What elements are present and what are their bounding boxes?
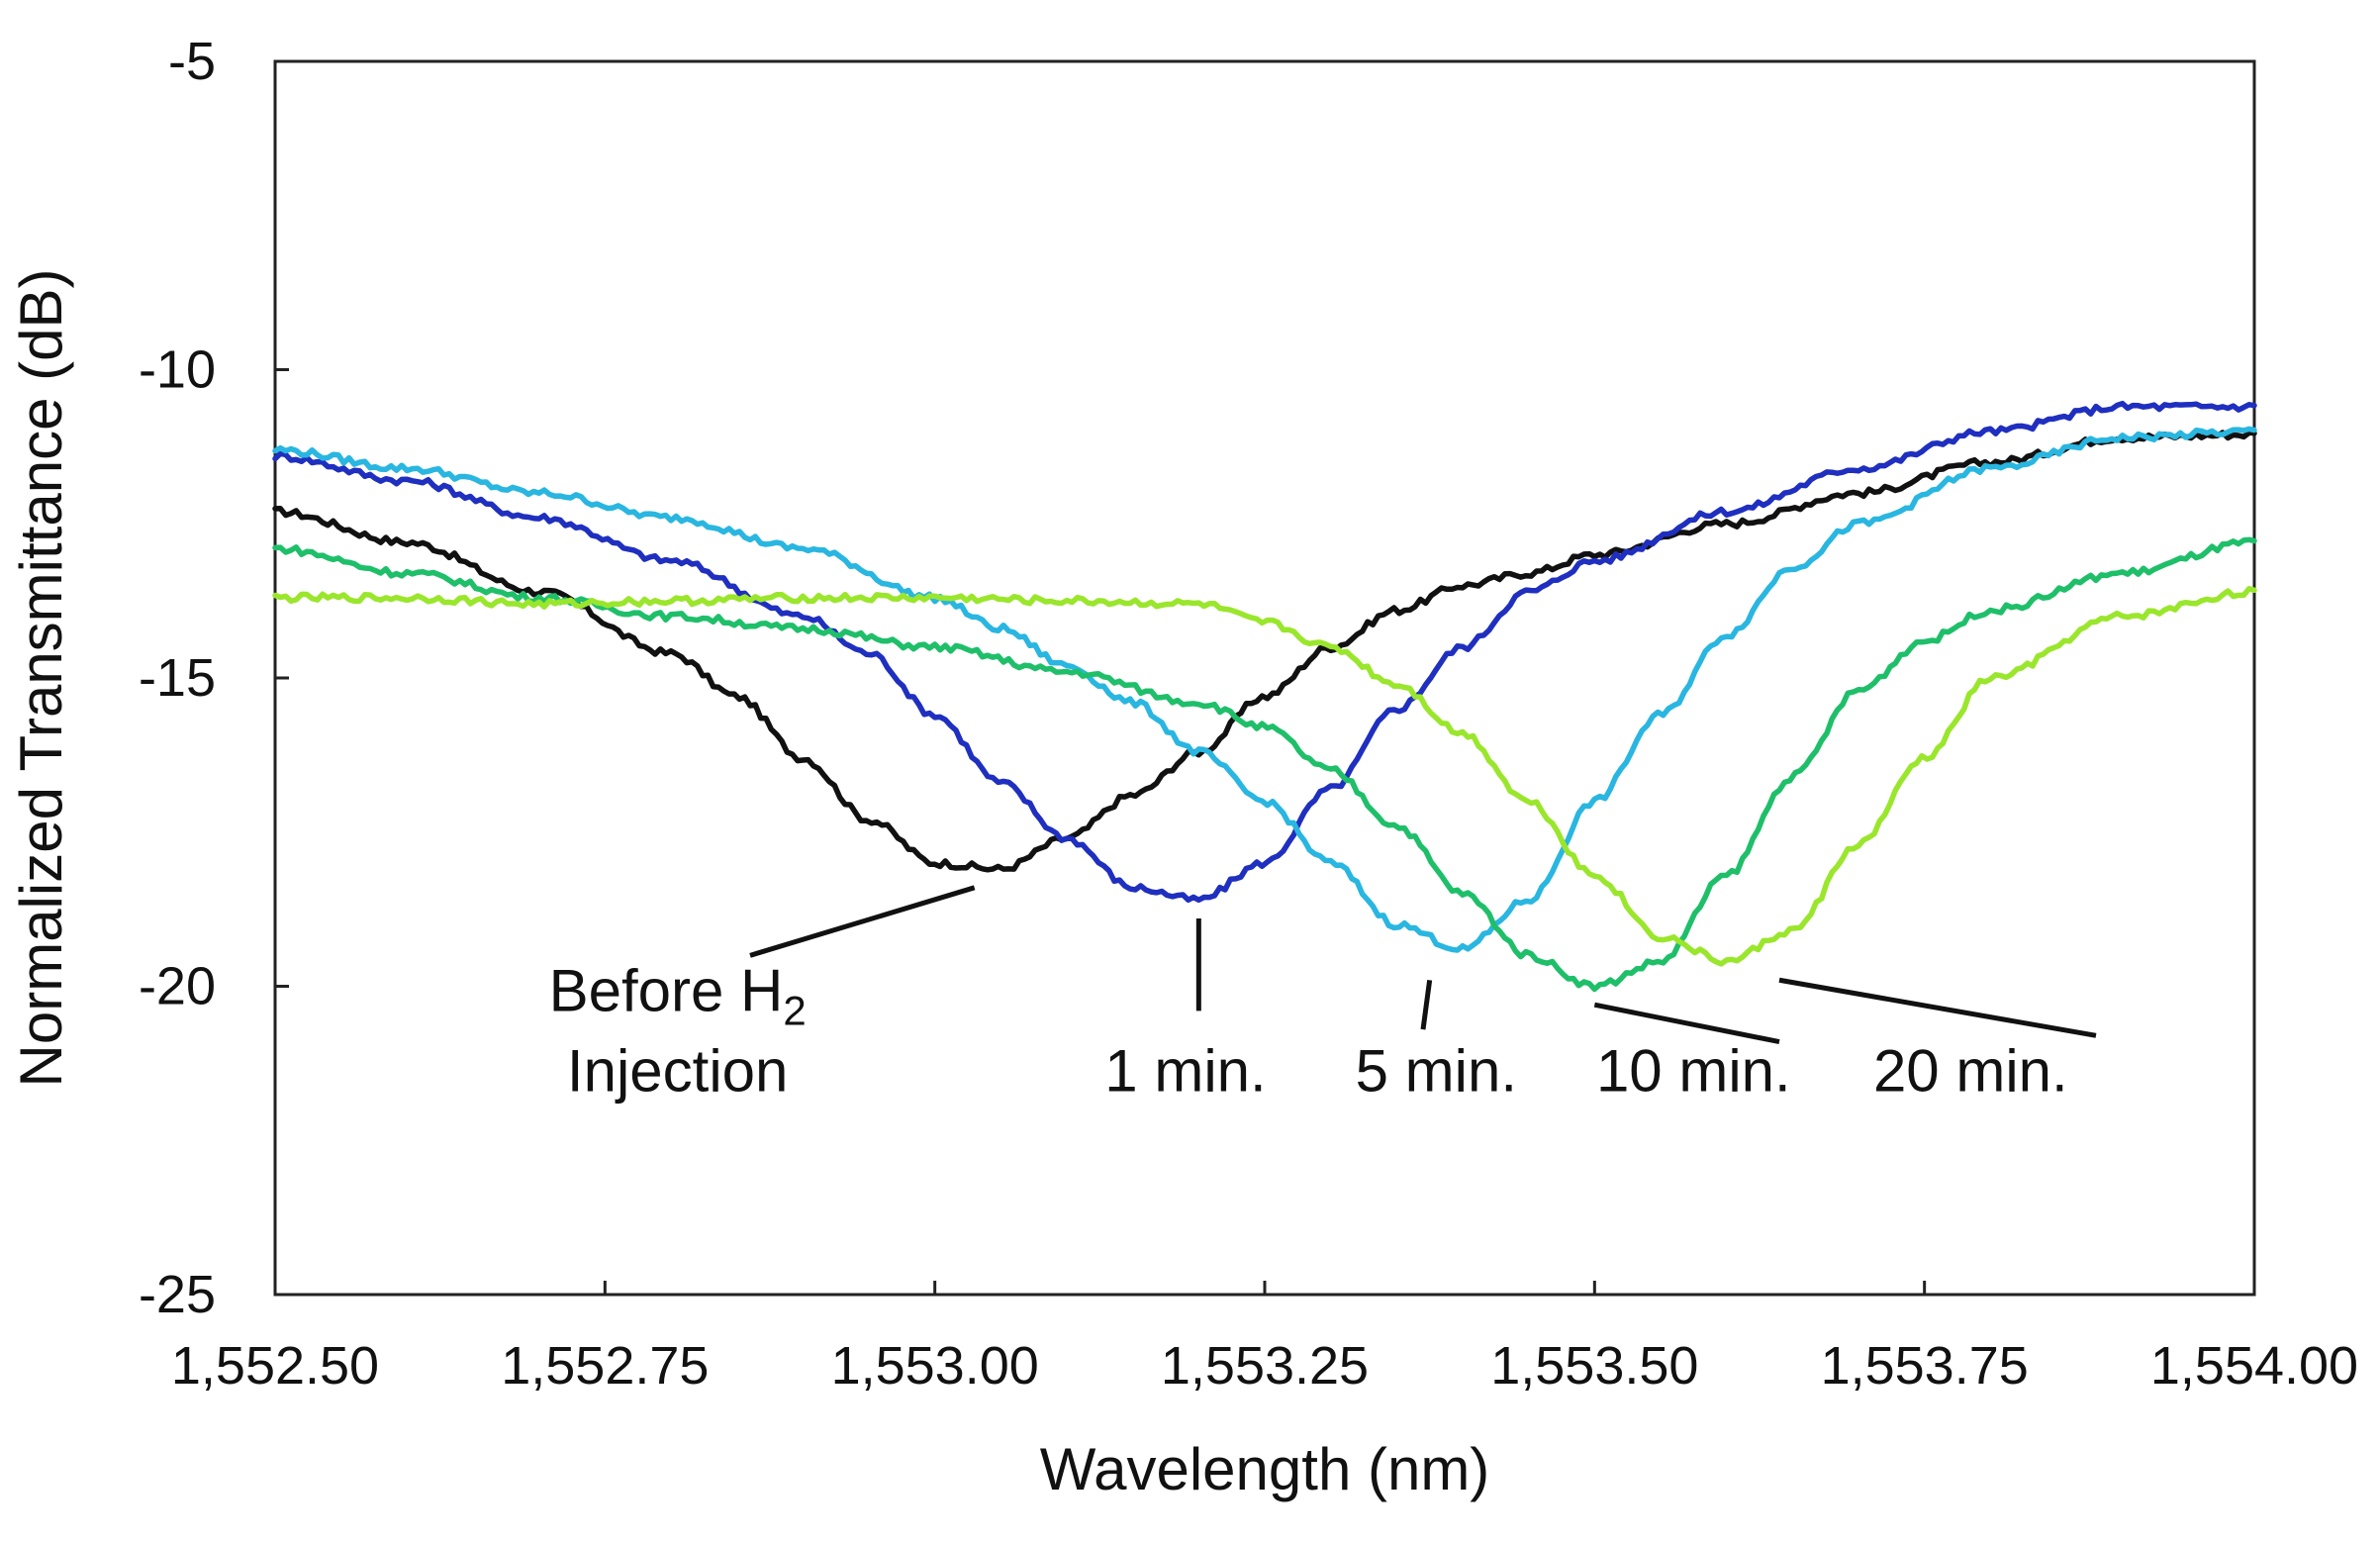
x-tick-label: 1,552.75 (501, 1336, 709, 1396)
series-line-2 (272, 426, 2257, 953)
annotation-before-h2-line1: Before H2 (549, 957, 807, 1033)
annotation-label-2: 5 min. (1356, 1037, 1517, 1104)
annotation-leader-3 (1593, 1002, 1780, 1045)
series-line-1 (272, 400, 2257, 904)
y-tick-label: -15 (139, 648, 216, 708)
x-tick-label: 1,553.75 (1821, 1336, 2029, 1396)
series-line-0 (272, 430, 2257, 873)
annotation-leader-4 (1778, 977, 2097, 1038)
x-tick-label: 1,552.50 (171, 1336, 379, 1396)
x-axis-title: Wavelength (nm) (1040, 1436, 1490, 1502)
x-tick-label: 1,553.00 (831, 1336, 1039, 1396)
x-tick-label: 1,553.50 (1490, 1336, 1698, 1396)
x-tick-label: 1,553.25 (1161, 1336, 1369, 1396)
annotation-label-4: 20 min. (1873, 1037, 2068, 1104)
annotation-leader-0 (749, 885, 976, 958)
annotation-label-1: 1 min. (1104, 1037, 1266, 1104)
y-tick-label: -5 (168, 32, 216, 91)
y-axis-title: Normalized Transmittance (dB) (8, 269, 74, 1088)
x-tick-label: 1,554.00 (2150, 1336, 2358, 1396)
annotation-before-h2-line2: Injection (567, 1037, 788, 1104)
y-tick-label: -25 (139, 1265, 216, 1324)
series-lines (272, 400, 2257, 993)
y-tick-label: -20 (139, 957, 216, 1016)
series-line-4 (272, 586, 2257, 967)
y-axis-ticks: -5 -10 -15 -20 -25 (139, 32, 289, 1324)
annotation-label-3: 10 min. (1596, 1037, 1791, 1104)
x-axis-ticks: 1,552.50 1,552.75 1,553.00 1,553.25 1,553.50… (171, 1281, 2358, 1396)
annotation-leader-2 (1420, 979, 1433, 1030)
y-tick-label: -10 (139, 340, 216, 400)
